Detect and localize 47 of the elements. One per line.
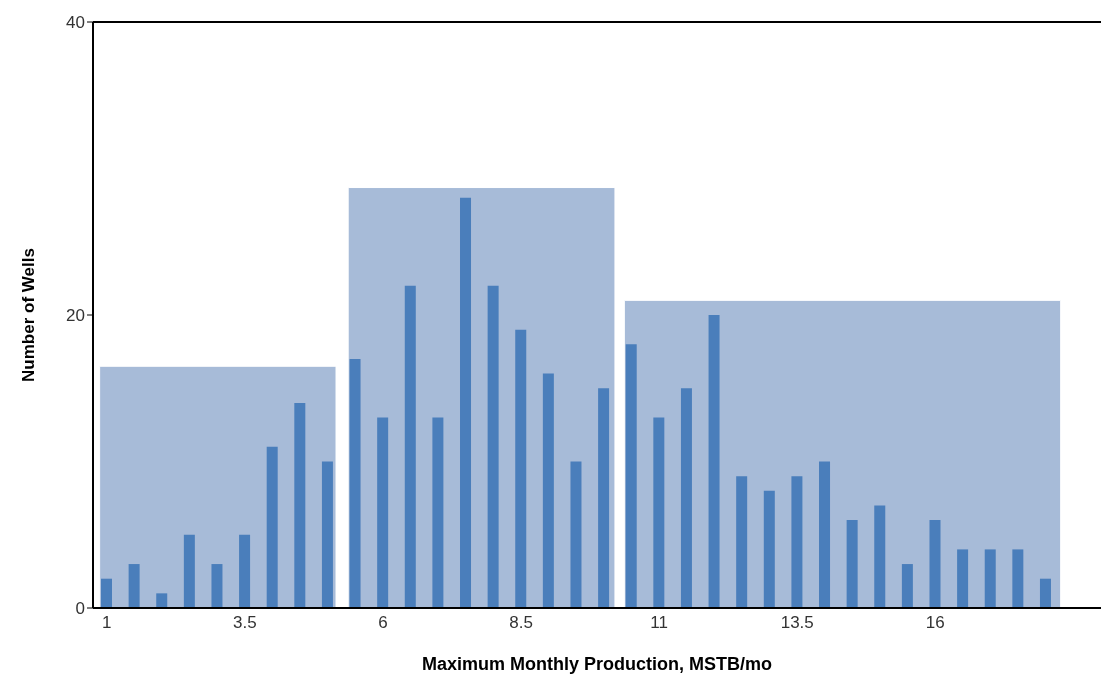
bar — [846, 520, 858, 608]
x-tick-label: 13.5 — [780, 613, 814, 633]
x-tick-label: 6 — [378, 613, 388, 633]
bar — [708, 315, 720, 608]
bar — [101, 578, 112, 608]
bar — [874, 505, 886, 608]
bar — [294, 402, 306, 608]
bar — [487, 285, 499, 608]
x-tick-label: 1 — [102, 613, 112, 633]
bar — [763, 490, 775, 608]
bar — [349, 358, 361, 608]
bar — [183, 534, 195, 608]
bar — [570, 461, 582, 608]
bar — [1039, 578, 1051, 608]
bar — [404, 285, 416, 608]
bar — [211, 564, 223, 608]
bar — [266, 446, 278, 608]
x-axis-title: Maximum Monthly Production, MSTB/mo — [422, 654, 772, 674]
bar — [128, 564, 140, 608]
bar — [377, 417, 389, 608]
bar — [901, 564, 913, 608]
bar — [819, 461, 831, 608]
bar — [929, 520, 941, 608]
x-tick-label: 8.5 — [509, 613, 533, 633]
bar — [957, 549, 969, 608]
bar — [653, 417, 665, 608]
y-tick-label: 20 — [66, 306, 85, 326]
bar — [598, 388, 610, 608]
bar — [984, 549, 996, 608]
x-tick-label: 11 — [650, 613, 668, 633]
bar — [680, 388, 692, 608]
y-axis-title: Number of Wells — [19, 248, 39, 382]
bar — [1012, 549, 1024, 608]
y-tick-label: 40 — [66, 13, 85, 33]
bar — [542, 373, 554, 608]
bar — [156, 593, 168, 608]
bar — [736, 476, 748, 608]
bar — [239, 534, 251, 608]
x-tick-label: 16 — [925, 613, 945, 633]
bar — [625, 344, 637, 608]
bar — [460, 197, 472, 608]
bar — [432, 417, 444, 608]
bar — [321, 461, 333, 608]
bar — [515, 329, 527, 608]
x-tick-label: 3.5 — [233, 613, 257, 633]
bar — [791, 476, 803, 608]
y-tick-label: 0 — [75, 599, 85, 619]
